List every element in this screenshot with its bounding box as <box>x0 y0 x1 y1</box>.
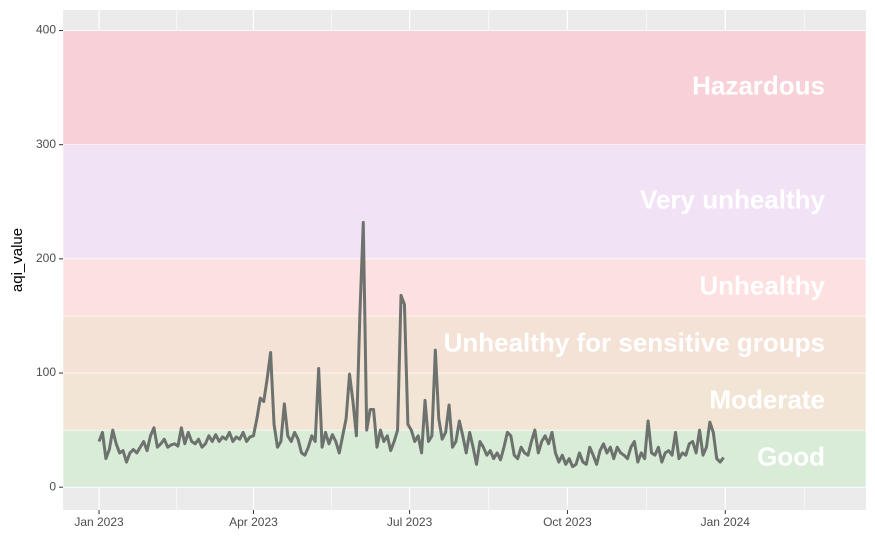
aqi-band <box>62 30 867 146</box>
y-tick-label: 400 <box>36 23 56 37</box>
y-axis-title: aqi_value <box>9 228 26 292</box>
x-tick-label: Jan 2023 <box>74 515 124 529</box>
band-label: Very unhealthy <box>640 185 825 215</box>
band-label: Unhealthy for sensitive groups <box>444 327 825 357</box>
band-label: Good <box>757 442 825 472</box>
y-tick-label: 200 <box>36 251 56 265</box>
y-tick-label: 0 <box>49 479 56 493</box>
aqi-band <box>62 315 867 374</box>
band-label: Moderate <box>709 384 825 414</box>
y-tick-label: 100 <box>36 365 56 379</box>
aqi-line <box>97 220 725 469</box>
band-label: Unhealthy <box>699 270 825 300</box>
x-tick-label: Jan 2024 <box>701 515 751 529</box>
x-tick-label: Jul 2023 <box>387 515 433 529</box>
x-tick-label: Apr 2023 <box>229 515 278 529</box>
aqi-band <box>62 372 867 431</box>
band-label: Hazardous <box>692 71 825 101</box>
x-tick-label: Oct 2023 <box>543 515 592 529</box>
y-tick-label: 300 <box>36 137 56 151</box>
aqi-band <box>62 144 867 260</box>
